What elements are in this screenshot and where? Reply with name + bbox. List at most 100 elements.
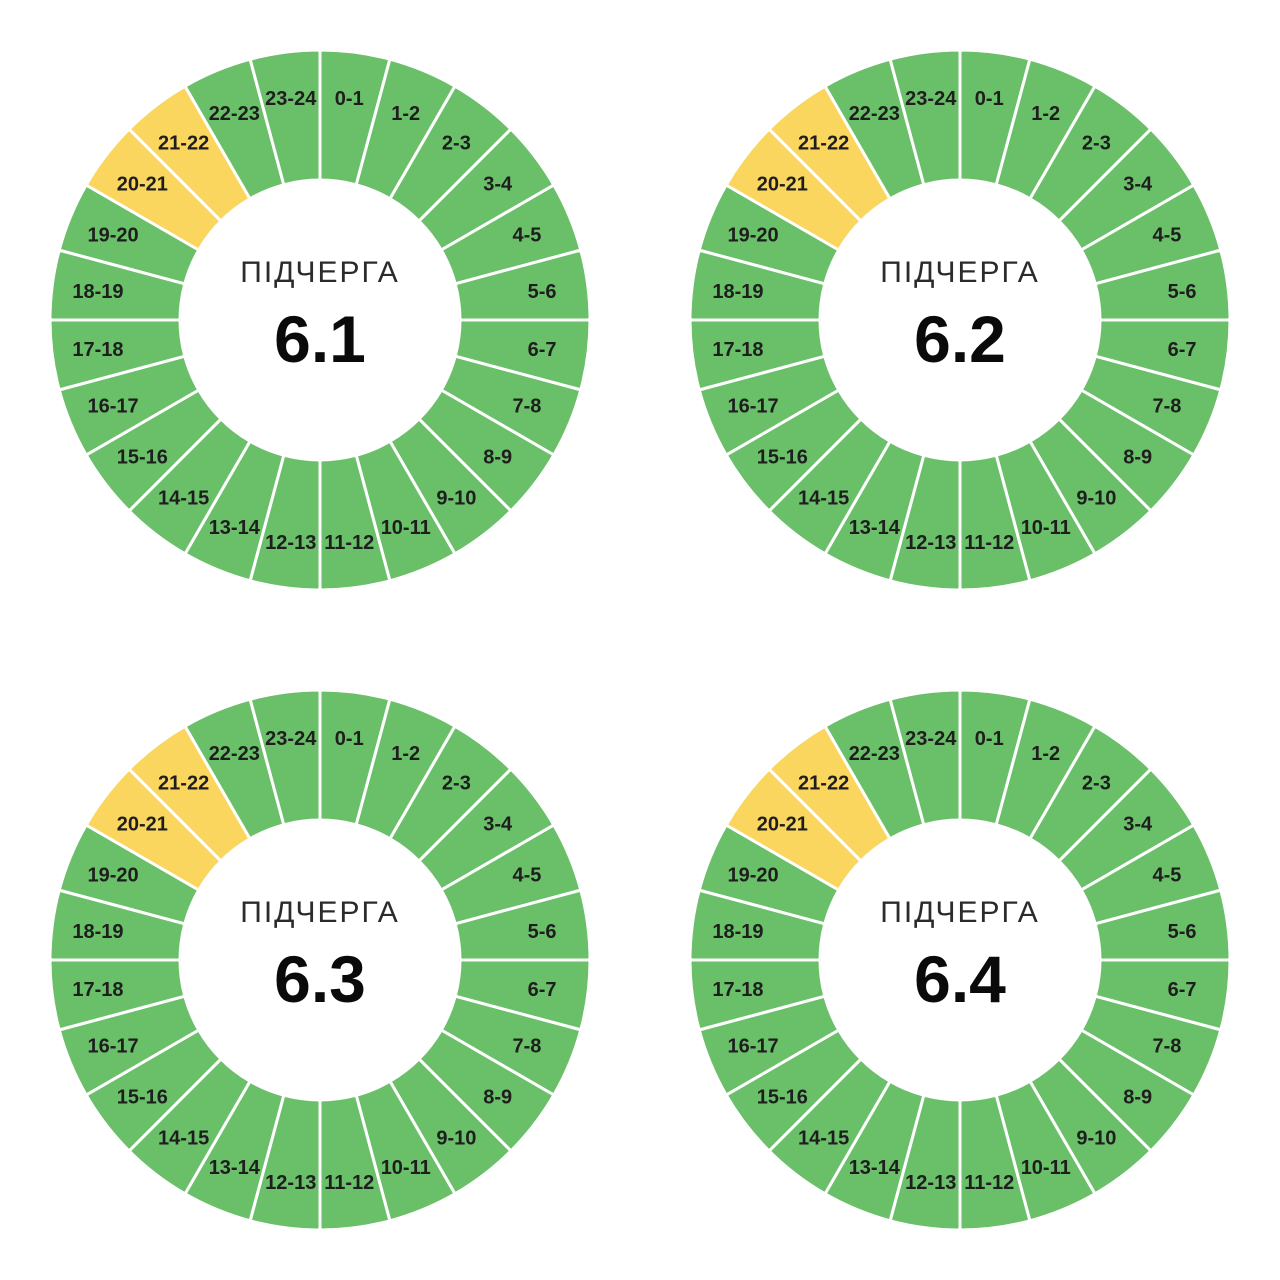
segment-label-22-23: 22-23 [849, 743, 900, 765]
segment-label-5-6: 5-6 [1168, 921, 1197, 943]
segment-label-16-17: 16-17 [727, 396, 778, 418]
segment-label-11-12: 11-12 [324, 1172, 374, 1194]
donut-chart-cell-6-3: 0-1 1-2 2-3 3-4 4-5 5-6 6-7 7-8 8-9 9-10 10-11 11-1… [0, 640, 640, 1280]
segment-label-23-24: 23-24 [265, 728, 317, 750]
center-queue-number: 6.3 [274, 942, 366, 1016]
segment-label-6-7: 6-7 [1168, 979, 1197, 1001]
segment-label-6-7: 6-7 [528, 979, 557, 1001]
segment-label-12-13: 12-13 [265, 532, 316, 554]
segment-label-11-12: 11-12 [324, 532, 374, 554]
segment-label-3-4: 3-4 [1123, 814, 1153, 836]
segment-label-1-2: 1-2 [391, 103, 420, 125]
segment-label-3-4: 3-4 [483, 814, 513, 836]
segment-label-15-16: 15-16 [757, 446, 808, 468]
segment-label-1-2: 1-2 [1031, 103, 1060, 125]
center-title: ПІДЧЕРГА [880, 256, 1039, 289]
segment-label-20-21: 20-21 [117, 814, 168, 836]
segment-label-11-12: 11-12 [964, 1172, 1014, 1194]
segment-label-5-6: 5-6 [528, 921, 557, 943]
segment-label-6-7: 6-7 [1168, 339, 1197, 361]
segment-label-19-20: 19-20 [87, 224, 138, 246]
segment-label-4-5: 4-5 [512, 864, 541, 886]
center-title: ПІДЧЕРГА [880, 896, 1039, 929]
segment-label-6-7: 6-7 [528, 339, 557, 361]
segment-label-8-9: 8-9 [483, 1086, 512, 1108]
segment-label-14-15: 14-15 [798, 1128, 849, 1150]
segment-label-7-8: 7-8 [1152, 396, 1181, 418]
segment-label-23-24: 23-24 [905, 728, 957, 750]
segment-label-7-8: 7-8 [512, 1036, 541, 1058]
ring-segments [48, 688, 592, 1232]
segment-label-9-10: 9-10 [1076, 488, 1116, 510]
segment-label-18-19: 18-19 [72, 281, 123, 303]
segment-label-15-16: 15-16 [117, 446, 168, 468]
segment-label-10-11: 10-11 [381, 517, 431, 539]
segment-label-17-18: 17-18 [712, 979, 763, 1001]
segment-label-14-15: 14-15 [158, 1128, 209, 1150]
segment-label-23-24: 23-24 [905, 88, 957, 110]
segment-label-19-20: 19-20 [727, 864, 778, 886]
segment-label-14-15: 14-15 [158, 488, 209, 510]
segment-label-20-21: 20-21 [757, 814, 808, 836]
center-queue-number: 6.4 [914, 942, 1006, 1016]
segment-label-5-6: 5-6 [528, 281, 557, 303]
segment-label-3-4: 3-4 [1123, 174, 1153, 196]
segment-label-18-19: 18-19 [712, 281, 763, 303]
segment-label-23-24: 23-24 [265, 88, 317, 110]
segment-label-18-19: 18-19 [72, 921, 123, 943]
segment-label-19-20: 19-20 [87, 864, 138, 886]
segment-label-15-16: 15-16 [117, 1086, 168, 1108]
segment-label-9-10: 9-10 [1076, 1128, 1116, 1150]
segment-label-10-11: 10-11 [381, 1157, 431, 1179]
segment-label-17-18: 17-18 [712, 339, 763, 361]
segment-label-19-20: 19-20 [727, 224, 778, 246]
segment-label-12-13: 12-13 [265, 1172, 316, 1194]
center-queue-number: 6.1 [274, 302, 366, 376]
segment-label-18-19: 18-19 [712, 921, 763, 943]
segment-label-0-1: 0-1 [975, 88, 1004, 110]
segment-label-8-9: 8-9 [483, 446, 512, 468]
segment-label-2-3: 2-3 [442, 772, 471, 794]
segment-label-14-15: 14-15 [798, 488, 849, 510]
segment-label-16-17: 16-17 [87, 1036, 138, 1058]
segment-label-15-16: 15-16 [757, 1086, 808, 1108]
ring-segments [48, 48, 592, 592]
segment-label-9-10: 9-10 [436, 1128, 476, 1150]
segment-23-24 [248, 48, 322, 187]
segment-label-13-14: 13-14 [849, 517, 901, 539]
segment-label-0-1: 0-1 [335, 88, 364, 110]
ring-segments [688, 48, 1232, 592]
segment-label-7-8: 7-8 [512, 396, 541, 418]
segment-label-20-21: 20-21 [117, 174, 168, 196]
segment-label-16-17: 16-17 [87, 396, 138, 418]
segment-label-21-22: 21-22 [798, 772, 849, 794]
segment-label-9-10: 9-10 [436, 488, 476, 510]
segment-label-22-23: 22-23 [209, 743, 260, 765]
segment-label-17-18: 17-18 [72, 339, 123, 361]
segment-23-24 [248, 688, 322, 827]
segment-label-22-23: 22-23 [849, 103, 900, 125]
segment-label-2-3: 2-3 [1082, 772, 1111, 794]
center-queue-number: 6.2 [914, 302, 1006, 376]
donut-chart-cell-6-4: 0-1 1-2 2-3 3-4 4-5 5-6 6-7 7-8 8-9 9-10 10-11 11-1… [640, 640, 1280, 1280]
segment-label-0-1: 0-1 [975, 728, 1004, 750]
ring-segments [688, 688, 1232, 1232]
segment-label-5-6: 5-6 [1168, 281, 1197, 303]
segment-label-10-11: 10-11 [1021, 1157, 1071, 1179]
segment-label-21-22: 21-22 [798, 132, 849, 154]
donut-chart-cell-6-1: 0-1 1-2 2-3 3-4 4-5 5-6 6-7 7-8 8-9 9-10 10-11 11-1… [0, 0, 640, 640]
segment-label-11-12: 11-12 [964, 532, 1014, 554]
segment-23-24 [888, 688, 962, 827]
segment-label-12-13: 12-13 [905, 532, 956, 554]
segment-label-10-11: 10-11 [1021, 517, 1071, 539]
segment-label-7-8: 7-8 [1152, 1036, 1181, 1058]
